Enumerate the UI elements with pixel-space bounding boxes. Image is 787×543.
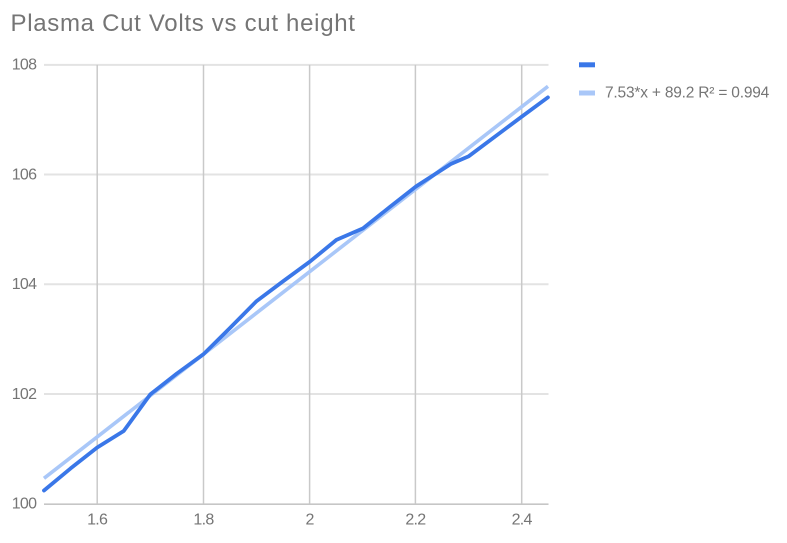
svg-text:2.4: 2.4 (512, 512, 533, 529)
svg-text:2: 2 (305, 512, 314, 529)
svg-text:Plasma Cut Volts vs cut height: Plasma Cut Volts vs cut height (11, 10, 356, 37)
svg-text:100: 100 (12, 496, 37, 513)
svg-text:106: 106 (12, 166, 37, 183)
svg-text:108: 108 (12, 57, 37, 74)
svg-text:2.2: 2.2 (405, 512, 426, 529)
svg-text:7.53*x + 89.2 R² = 0.994: 7.53*x + 89.2 R² = 0.994 (605, 85, 770, 102)
svg-text:1.6: 1.6 (87, 512, 108, 529)
svg-text:102: 102 (12, 386, 37, 403)
svg-text:104: 104 (12, 276, 37, 293)
svg-text:1.8: 1.8 (193, 512, 214, 529)
